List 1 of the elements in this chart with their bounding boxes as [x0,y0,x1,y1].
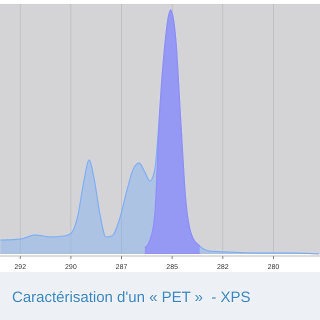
text: Caractérisation d'un « PET » - XPS [12,289,251,306]
